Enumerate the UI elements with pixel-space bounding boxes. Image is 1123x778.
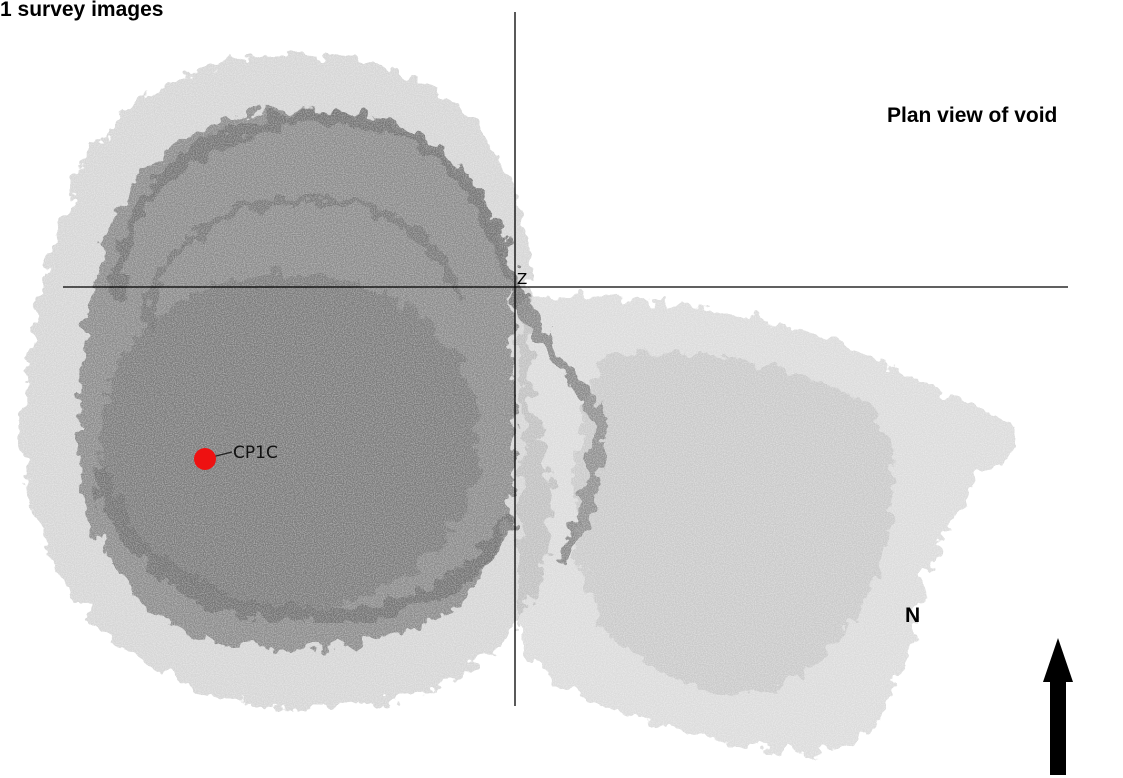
north-label: N <box>905 604 921 627</box>
point-cloud <box>0 30 1060 760</box>
north-arrow-shaft <box>1050 680 1066 775</box>
control-point-marker: CP1C <box>194 443 278 470</box>
north-arrow <box>1043 638 1073 775</box>
control-point-label: CP1C <box>233 443 278 463</box>
axis-origin-label: Z <box>517 270 527 288</box>
page-title: 1 survey images <box>0 0 164 21</box>
control-point-dot <box>194 448 216 470</box>
north-arrow-head <box>1043 638 1073 682</box>
view-label: Plan view of void <box>887 104 1058 127</box>
cloud-speckle <box>0 30 1060 760</box>
